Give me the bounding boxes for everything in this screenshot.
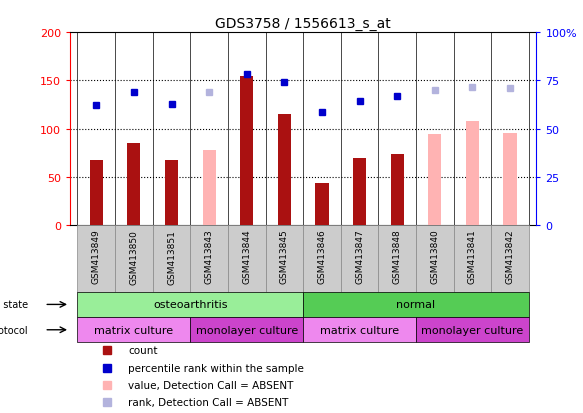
Text: rank, Detection Call = ABSENT: rank, Detection Call = ABSENT <box>128 397 289 407</box>
Bar <box>303 292 529 317</box>
Bar <box>341 226 378 292</box>
Bar <box>153 226 190 292</box>
Bar <box>504 133 517 226</box>
Text: osteoarthritis: osteoarthritis <box>153 300 227 310</box>
Text: GSM413841: GSM413841 <box>468 229 477 284</box>
Text: matrix culture: matrix culture <box>94 325 174 335</box>
Bar <box>315 183 329 226</box>
Bar <box>303 317 416 343</box>
Bar <box>491 226 529 292</box>
Bar <box>190 317 303 343</box>
Bar <box>278 115 291 226</box>
Title: GDS3758 / 1556613_s_at: GDS3758 / 1556613_s_at <box>215 17 391 31</box>
Bar <box>454 226 491 292</box>
Text: GSM413844: GSM413844 <box>243 229 251 284</box>
Bar <box>165 160 178 226</box>
Bar <box>391 154 404 226</box>
Text: GSM413840: GSM413840 <box>430 229 440 284</box>
Bar <box>416 226 454 292</box>
Bar <box>78 226 115 292</box>
Bar <box>265 226 303 292</box>
Text: GSM413851: GSM413851 <box>167 229 176 284</box>
Text: monolayer culture: monolayer culture <box>196 325 298 335</box>
Text: GSM413843: GSM413843 <box>205 229 213 284</box>
Text: percentile rank within the sample: percentile rank within the sample <box>128 363 304 373</box>
Bar <box>115 226 153 292</box>
Text: disease state: disease state <box>0 300 28 310</box>
Text: GSM413849: GSM413849 <box>92 229 101 284</box>
Bar <box>127 144 141 226</box>
Text: monolayer culture: monolayer culture <box>422 325 524 335</box>
Text: value, Detection Call = ABSENT: value, Detection Call = ABSENT <box>128 380 294 390</box>
Text: matrix culture: matrix culture <box>320 325 399 335</box>
Text: count: count <box>128 346 158 356</box>
Text: normal: normal <box>396 300 436 310</box>
Bar <box>190 226 228 292</box>
Text: GSM413848: GSM413848 <box>393 229 402 284</box>
Text: GSM413845: GSM413845 <box>280 229 289 284</box>
Bar <box>416 317 529 343</box>
Bar <box>78 292 303 317</box>
Text: GSM413850: GSM413850 <box>129 229 138 284</box>
Bar <box>78 317 190 343</box>
Bar <box>429 134 441 226</box>
Bar <box>378 226 416 292</box>
Text: growth protocol: growth protocol <box>0 325 28 335</box>
Text: GSM413846: GSM413846 <box>318 229 326 284</box>
Bar <box>353 158 366 226</box>
Bar <box>202 151 216 226</box>
Bar <box>303 226 341 292</box>
Bar <box>90 160 103 226</box>
Bar <box>466 122 479 226</box>
Bar <box>228 226 265 292</box>
Text: GSM413842: GSM413842 <box>505 229 515 284</box>
Bar <box>240 76 254 226</box>
Text: GSM413847: GSM413847 <box>355 229 364 284</box>
